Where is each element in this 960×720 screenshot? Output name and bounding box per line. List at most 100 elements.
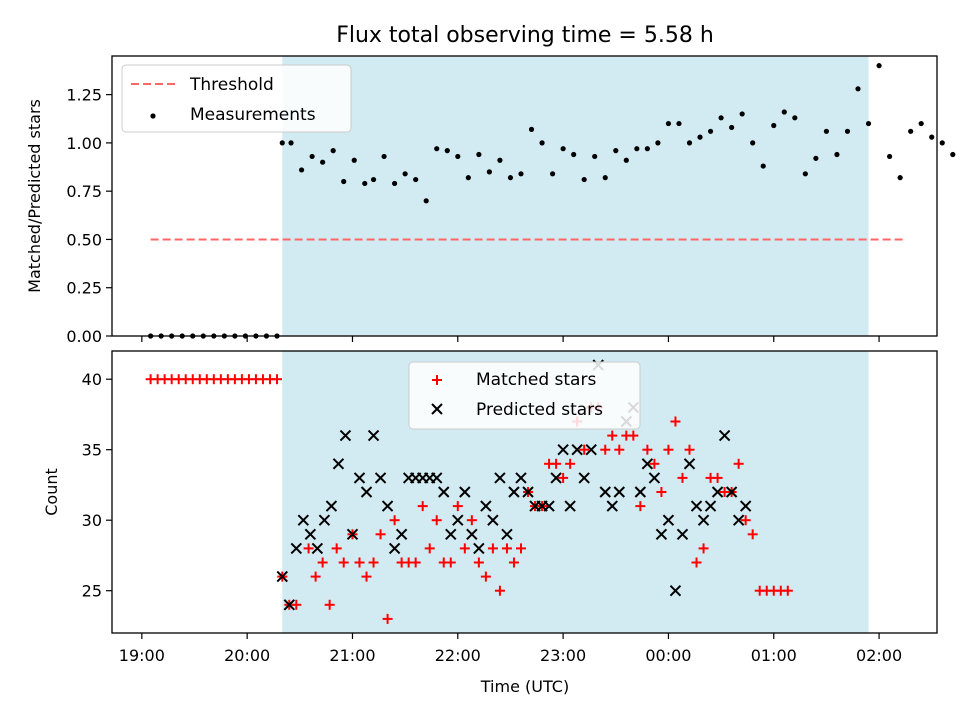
predicted-star-point [494, 472, 506, 484]
matched-star-point [331, 543, 342, 554]
predicted-star-point [557, 443, 569, 456]
predicted-star-point [480, 500, 492, 512]
predicted-star-point [452, 514, 464, 526]
matched-star-point [649, 458, 660, 469]
predicted-star-point [718, 429, 731, 442]
y-tick-label: 0.00 [66, 327, 102, 346]
matched-star-point [684, 444, 695, 455]
x-tick-label: 19:00 [119, 646, 165, 665]
measurements-series [148, 63, 956, 339]
predicted-star-point [431, 472, 443, 484]
measurement-point [676, 120, 682, 127]
x-tick-label: 01:00 [751, 646, 797, 665]
top-axes-frame [111, 55, 938, 337]
predicted-star-point [487, 514, 499, 526]
measurement-point [581, 176, 587, 183]
measurement-point [309, 153, 315, 160]
predicted-star-point [543, 500, 555, 512]
measurement-point [444, 148, 450, 154]
y-tick-label: 1.25 [66, 86, 102, 105]
matched-star-point [431, 515, 442, 526]
measurement-point [434, 146, 440, 152]
measurement-point [865, 120, 872, 127]
predicted-star-point [655, 528, 668, 541]
measurement-point [844, 128, 851, 134]
matched-star-point [452, 501, 463, 512]
measurement-point [760, 163, 766, 169]
matched-star-point [670, 416, 681, 427]
measurement-point [507, 175, 514, 181]
matched-star-point [607, 430, 618, 441]
measurement-point [918, 120, 924, 127]
predicted-star-point [374, 472, 387, 484]
predicted-star-point [325, 500, 338, 512]
measurement-point [855, 86, 861, 92]
predicted-star-point [606, 500, 618, 512]
measurement-point [279, 140, 285, 146]
top-x-ticks [141, 336, 880, 342]
bottom-panel: 25 30 35 40 19:00 20:00 21:00 22:00 23:00 00:00 0… [42, 350, 938, 696]
predicted-star-point [304, 528, 317, 541]
predicted-star-point [669, 584, 682, 597]
measurement-point [539, 140, 545, 146]
matched-star-point [368, 557, 379, 568]
predicted-star-point [571, 443, 583, 456]
measurement-point [665, 120, 672, 127]
predicted-star-point [367, 429, 380, 442]
measurement-point [320, 159, 326, 165]
predicted-star-point [353, 472, 366, 484]
predicted-star-point [395, 528, 408, 541]
bottom-y-ticks: 25 30 35 40 [82, 370, 112, 601]
matched-star-point [410, 557, 421, 568]
matched-star-point [487, 543, 498, 554]
top-y-ticks: 0.00 0.25 0.50 0.75 1.00 1.25 [66, 86, 112, 346]
bottom-ylabel: Count [42, 468, 61, 516]
matched-star-point [501, 543, 512, 554]
measurement-point [341, 178, 347, 185]
predicted-star-point [564, 500, 576, 512]
bottom-x-ticks: 19:00 20:00 21:00 22:00 23:00 00:00 01:00 02:00 [119, 633, 902, 665]
measurement-point [370, 176, 377, 183]
measurement-point [392, 180, 398, 187]
measurement-point [560, 146, 566, 152]
measurement-point [288, 140, 294, 146]
measurement-point [362, 180, 368, 187]
measurement-point [613, 148, 619, 154]
matched-star-point [389, 515, 400, 526]
matched-star-point [663, 444, 674, 455]
predicted-star-point [297, 514, 310, 526]
measurement-point [813, 155, 819, 161]
predicted-star-point [290, 542, 303, 555]
matched-star-point [515, 543, 526, 554]
measurement-point [897, 175, 903, 181]
matched-star-point [691, 557, 702, 568]
matched-star-point [628, 430, 639, 441]
matched-star-point [466, 515, 477, 526]
x-axis-label: Time (UTC) [480, 677, 569, 696]
measurement-point [887, 153, 893, 160]
matched-star-point [782, 585, 793, 596]
predicted-star-point [339, 429, 352, 442]
predicted-star-point [725, 486, 738, 498]
predicted-star-point [683, 458, 696, 470]
matched-star-point [317, 557, 328, 568]
legend-predicted-label: Predicted stars [476, 400, 603, 420]
matched-star-point [508, 557, 519, 568]
predicted-star-point [634, 486, 647, 498]
matched-star-point [324, 599, 335, 610]
y-tick-label: 0.25 [66, 279, 102, 298]
measurement-point [939, 140, 945, 146]
measurement-point [518, 171, 524, 177]
measurement-point [686, 140, 693, 146]
predicted-star-point [276, 570, 288, 583]
measurement-point [634, 146, 640, 152]
matched-star-point [375, 529, 386, 540]
predicted-star-point [515, 472, 527, 484]
measurement-point [950, 151, 956, 158]
matched-star-point [494, 585, 505, 596]
x-tick-label: 02:00 [856, 646, 902, 665]
predicted-star-point [283, 599, 295, 611]
measurement-point [781, 109, 787, 115]
predicted-star-point [473, 542, 485, 555]
matched-star-point [480, 571, 491, 582]
